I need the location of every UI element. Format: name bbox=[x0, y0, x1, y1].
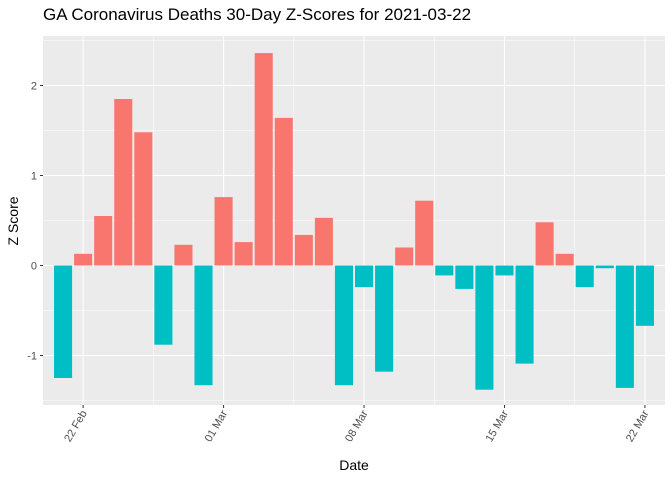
bar bbox=[375, 265, 394, 372]
chart-title: GA Coronavirus Deaths 30-Day Z-Scores fo… bbox=[43, 5, 472, 24]
bar bbox=[114, 99, 133, 266]
y-tick-label: -1 bbox=[27, 351, 37, 363]
x-tick-label: 01 Mar bbox=[203, 408, 231, 444]
y-tick-label: 1 bbox=[31, 171, 37, 183]
bar bbox=[355, 265, 374, 288]
bar bbox=[314, 217, 333, 266]
bar bbox=[134, 132, 153, 266]
bar bbox=[615, 265, 634, 388]
bar bbox=[274, 117, 293, 266]
y-tick-label: 2 bbox=[31, 81, 37, 93]
x-tick-label: 15 Mar bbox=[484, 408, 512, 444]
bar bbox=[555, 253, 574, 266]
bar bbox=[194, 265, 213, 386]
bar bbox=[94, 216, 113, 266]
bar bbox=[415, 200, 434, 266]
bar bbox=[515, 265, 534, 364]
bar bbox=[74, 253, 93, 266]
x-tick-label: 22 Feb bbox=[62, 409, 90, 445]
bar bbox=[435, 265, 454, 276]
x-tick-label: 08 Mar bbox=[343, 408, 371, 444]
grid-minor bbox=[43, 36, 665, 405]
y-tick-label: 0 bbox=[31, 261, 37, 273]
bar bbox=[214, 197, 233, 266]
bar bbox=[254, 53, 273, 266]
bar bbox=[475, 265, 494, 390]
bar bbox=[455, 265, 474, 289]
bar bbox=[54, 265, 73, 378]
bar bbox=[234, 242, 253, 266]
y-axis-title: Z Score bbox=[5, 196, 21, 245]
bar bbox=[635, 265, 654, 326]
bar bbox=[535, 222, 554, 266]
x-axis-title: Date bbox=[339, 457, 369, 473]
bar bbox=[334, 265, 353, 386]
bar bbox=[495, 265, 514, 276]
bar bbox=[575, 265, 594, 288]
bar bbox=[595, 265, 614, 269]
bars bbox=[54, 53, 654, 390]
y-axis: -1 0 1 2 bbox=[27, 81, 43, 363]
bar bbox=[154, 265, 173, 345]
bar bbox=[294, 234, 313, 266]
x-axis: 22 Feb 01 Mar 08 Mar 15 Mar 22 Mar bbox=[62, 405, 652, 445]
bar bbox=[174, 244, 193, 266]
x-tick-label: 22 Mar bbox=[624, 408, 652, 444]
bar bbox=[395, 247, 414, 266]
